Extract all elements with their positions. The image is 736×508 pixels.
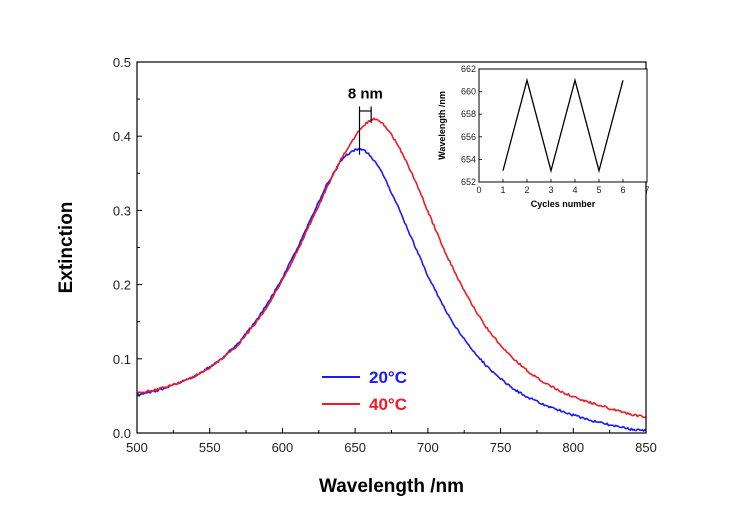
x-tick-label: 550 [199,440,221,455]
inset-plot-frame [478,68,648,183]
inset-x-tick-label: 7 [644,185,649,195]
inset-y-tick-label: 654 [461,154,476,164]
inset-y-tick-label: 652 [461,177,476,187]
main-plot-frame [136,61,647,434]
inset-x-tick-label: 1 [500,185,505,195]
y-tick-label: 0.4 [113,129,131,144]
inset-y-tick-label: 660 [461,87,476,97]
inset-y-tick-label: 662 [461,64,476,74]
legend-label: 20°C [369,368,407,387]
series-line-40c [136,117,647,419]
inset-ticks: 0 1 2 3 4 5 6 7 652 654 656 658 660 662 [461,64,650,195]
inset-x-tick-label: 6 [620,185,625,195]
y-tick-label: 0.2 [113,278,131,293]
y-tick-label: 0.1 [113,352,131,367]
x-tick-label: 800 [562,440,584,455]
y-axis-title: Extinction [56,202,77,294]
inset-y-axis-title: Wavelength /nm [437,91,447,160]
x-tick-label: 500 [126,440,148,455]
inset-x-tick-label: 5 [596,185,601,195]
y-tick-label: 0.0 [113,426,131,441]
x-tick-label: 650 [344,440,366,455]
inset-series-line [502,77,624,174]
peak-shift-label: 8 nm [348,86,383,103]
x-tick-label: 850 [635,440,657,455]
x-tick-label: 700 [417,440,439,455]
inset-plot: 0 1 2 3 4 5 6 7 652 654 656 658 660 662 Cycles number… [437,64,650,209]
inset-y-tick-label: 658 [461,109,476,119]
x-axis-title: Wavelength /nm [319,476,464,497]
inset-x-tick-label: 0 [476,185,481,195]
inset-x-tick-label: 4 [572,185,577,195]
peak-shift-marker [358,106,372,155]
legend-label: 40°C [369,395,407,414]
y-tick-label: 0.5 [113,55,131,70]
peak-shift-annotation: 8 nm [348,86,383,155]
y-tick-label: 0.3 [113,203,131,218]
main-plot: 500 550 600 650 700 750 800 8500.00.10.20.30.40… [56,55,657,497]
inset-x-axis-title: Cycles number [531,199,596,209]
main-ticks: 500 550 600 650 700 750 800 8500.00.10.20.30.40… [113,55,657,455]
inset-x-tick-label: 3 [548,185,553,195]
inset-series [502,77,624,174]
x-tick-label: 750 [490,440,512,455]
inset-x-tick-label: 2 [524,185,529,195]
main-series [136,117,647,432]
legend: 20°C 40°C [322,368,407,414]
inset-y-tick-label: 656 [461,132,476,142]
x-tick-label: 600 [272,440,294,455]
